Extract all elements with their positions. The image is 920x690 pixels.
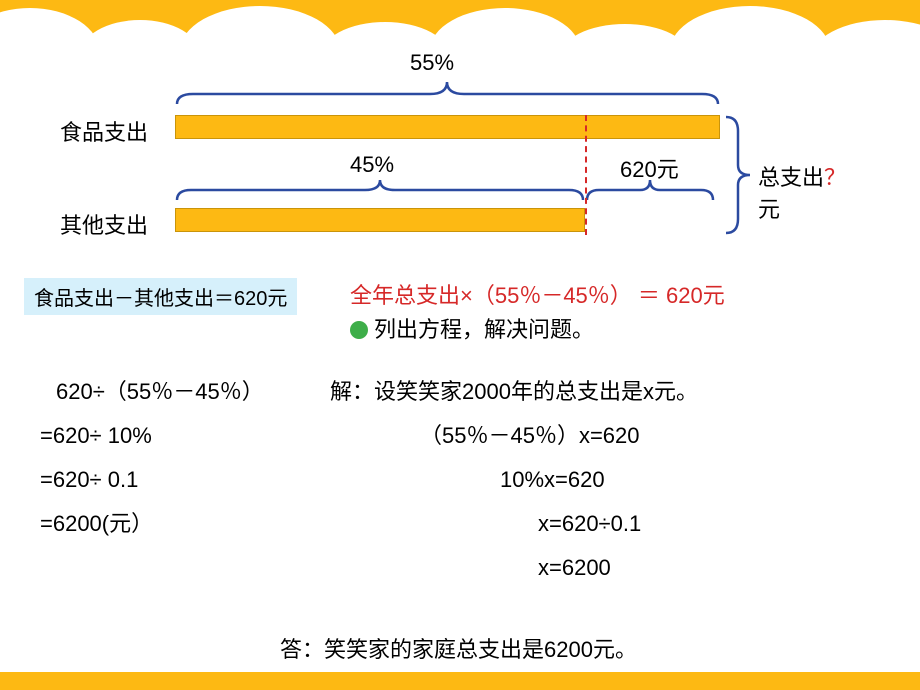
total-label: 总支出？ 元 bbox=[758, 160, 860, 224]
equation-red: 全年总支出×（55％－45％） ＝ 620元 bbox=[350, 278, 725, 310]
calc-right-l4: x=620÷0.1 bbox=[330, 502, 890, 546]
calc-left-block: 620÷（55％－45％） =620÷ 10% =620÷ 0.1 =6200(… bbox=[40, 370, 264, 546]
calc-right-l3: 10%x=620 bbox=[330, 458, 890, 502]
calc-right-l2: （55％－45％）x=620 bbox=[330, 414, 890, 458]
brace-45 bbox=[175, 178, 585, 202]
equation-strip: 食品支出－其他支出＝620元 bbox=[24, 278, 297, 315]
calc-right-l5: x=6200 bbox=[330, 546, 890, 590]
bar-other bbox=[175, 208, 585, 232]
calc-left-l3: =620÷ 0.1 bbox=[40, 458, 264, 502]
total-suffix: 元 bbox=[758, 197, 780, 222]
bar-food bbox=[175, 115, 720, 139]
gap-620: 620元 bbox=[620, 152, 679, 184]
brace-total bbox=[722, 115, 752, 235]
row1-label: 食品支出 bbox=[60, 115, 148, 147]
pct-45: 45% bbox=[350, 152, 394, 178]
calc-left-l4: =6200(元） bbox=[40, 502, 264, 546]
bar-diagram: 55% 食品支出 45% 620元 其他支出 总支出？元 bbox=[60, 60, 860, 260]
calc-left-l1: 620÷（55％－45％） bbox=[40, 370, 264, 414]
dashed-divider bbox=[585, 115, 587, 235]
bottom-decor-band bbox=[0, 672, 920, 690]
calc-left-l2: =620÷ 10% bbox=[40, 414, 264, 458]
calc-right-l1: 解：设笑笑家2000年的总支出是x元。 bbox=[330, 370, 890, 414]
answer-line: 答：笑笑家的家庭总支出是6200元。 bbox=[280, 632, 637, 664]
pct-55: 55% bbox=[410, 50, 454, 76]
total-qmark: ？ bbox=[824, 165, 846, 190]
total-prefix: 总支出 bbox=[758, 165, 824, 190]
prompt-line: 列出方程，解决问题。 bbox=[350, 312, 594, 344]
brace-55 bbox=[175, 80, 720, 106]
prompt-text: 列出方程，解决问题。 bbox=[374, 317, 594, 342]
calc-right-block: 解：设笑笑家2000年的总支出是x元。 （55％－45％）x=620 10%x=… bbox=[330, 370, 890, 590]
bullet-dot-icon bbox=[350, 321, 368, 339]
row2-label: 其他支出 bbox=[60, 208, 148, 240]
